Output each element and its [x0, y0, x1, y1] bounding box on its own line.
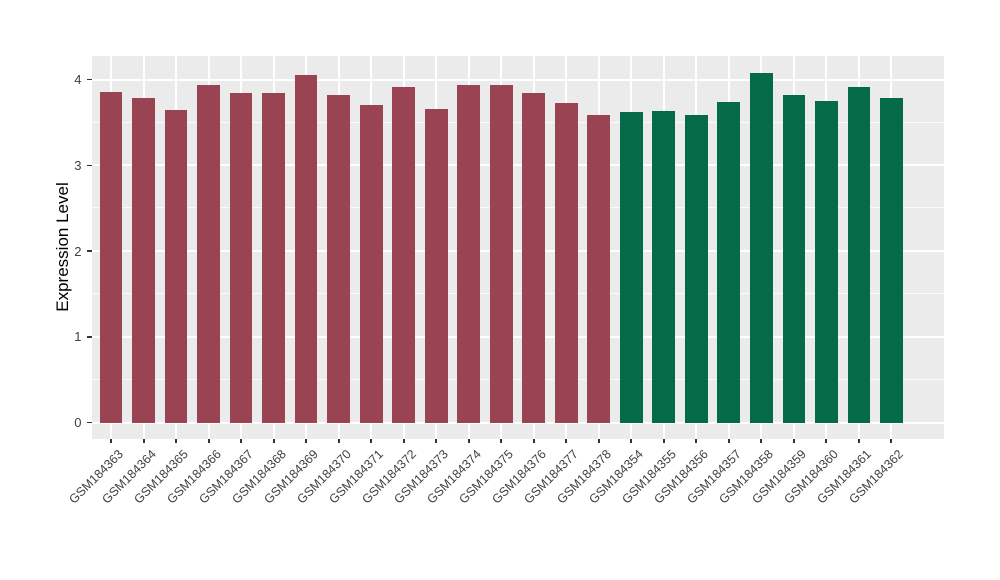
y-tick-label-1: 1: [74, 329, 82, 345]
bar-GSM184357: [717, 101, 741, 423]
bar-GSM184374: [457, 84, 481, 423]
x-tick-GSM184368: [272, 439, 275, 443]
bar-GSM184371: [359, 105, 383, 423]
x-tick-GSM184358: [760, 439, 763, 443]
bar-GSM184355: [652, 111, 676, 423]
x-tick-GSM184367: [240, 439, 243, 443]
bar-GSM184360: [815, 101, 838, 423]
x-tick-GSM184375: [500, 439, 503, 443]
bar-GSM184375: [489, 84, 513, 423]
bar-GSM184368: [262, 92, 285, 423]
x-tick-GSM184362: [890, 439, 893, 443]
bar-GSM184358: [750, 72, 773, 423]
x-tick-GSM184371: [370, 439, 373, 443]
x-tick-GSM184370: [337, 439, 340, 443]
x-tick-GSM184373: [435, 439, 438, 443]
bar-GSM184363: [99, 91, 123, 423]
x-tick-GSM184369: [305, 439, 308, 443]
x-tick-GSM184372: [402, 439, 405, 443]
bar-GSM184366: [197, 84, 220, 423]
x-tick-GSM184360: [825, 439, 828, 443]
gridline-major-y-2: [91, 250, 944, 253]
y-tick-label-2: 2: [74, 243, 82, 259]
bar-GSM184370: [327, 95, 350, 423]
bar-GSM184378: [587, 114, 611, 423]
x-tick-GSM184376: [532, 439, 535, 443]
y-tick-2: [86, 250, 92, 252]
bar-GSM184373: [424, 108, 448, 423]
x-tick-GSM184355: [662, 439, 665, 443]
x-tick-GSM184365: [175, 439, 178, 443]
x-tick-GSM184359: [792, 439, 795, 443]
bar-GSM184365: [164, 109, 188, 423]
bar-GSM184359: [782, 95, 806, 423]
bar-GSM184362: [880, 97, 903, 423]
x-tick-GSM184363: [110, 439, 112, 443]
bar-GSM184367: [229, 93, 253, 423]
gridline-minor-y-1.5: [91, 292, 944, 294]
y-tick-label-4: 4: [74, 72, 82, 88]
bar-GSM184364: [132, 97, 155, 423]
y-tick-3: [86, 164, 92, 167]
x-tick-GSM184357: [727, 439, 730, 443]
x-tick-GSM184361: [857, 439, 860, 443]
bar-GSM184377: [554, 102, 578, 423]
bar-GSM184372: [392, 86, 416, 423]
bar-GSM184356: [684, 114, 708, 423]
x-tick-GSM184378: [597, 439, 600, 443]
x-tick-GSM184356: [695, 439, 698, 443]
x-tick-GSM184354: [630, 439, 633, 443]
y-tick-0: [86, 421, 92, 424]
bar-GSM184376: [522, 92, 546, 423]
gridline-minor-y-3.5: [91, 121, 944, 123]
y-tick-label-0: 0: [74, 415, 82, 430]
bar-GSM184361: [847, 87, 871, 423]
gridline-major-y-4: [91, 78, 944, 81]
gridline-major-y-1: [91, 335, 944, 338]
x-tick-GSM184374: [467, 439, 470, 443]
bar-GSM184354: [619, 112, 643, 423]
x-tick-GSM184366: [207, 439, 210, 443]
x-tick-GSM184364: [142, 439, 145, 443]
plot-panel: [91, 55, 944, 439]
x-tick-GSM184377: [565, 439, 568, 443]
gridline-major-y-3: [91, 164, 944, 167]
gridline-major-y-0: [91, 421, 944, 424]
bar-GSM184369: [294, 75, 318, 423]
y-tick-label-3: 3: [74, 157, 82, 173]
y-tick-4: [86, 78, 92, 81]
gridline-minor-y-2.5: [91, 207, 944, 209]
gridline-minor-y-0.5: [91, 378, 944, 380]
y-tick-1: [86, 336, 92, 338]
